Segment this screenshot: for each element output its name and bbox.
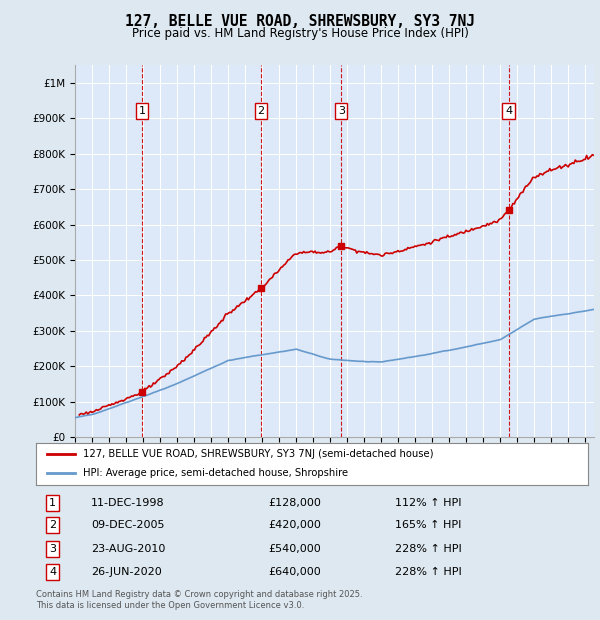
Text: 26-JUN-2020: 26-JUN-2020 xyxy=(91,567,162,577)
Text: 11-DEC-1998: 11-DEC-1998 xyxy=(91,498,165,508)
Text: £128,000: £128,000 xyxy=(268,498,321,508)
Text: 1: 1 xyxy=(139,106,146,116)
Text: 2: 2 xyxy=(257,106,265,116)
Text: 228% ↑ HPI: 228% ↑ HPI xyxy=(395,567,461,577)
Text: 4: 4 xyxy=(49,567,56,577)
Text: 3: 3 xyxy=(49,544,56,554)
Text: 3: 3 xyxy=(338,106,345,116)
Text: 165% ↑ HPI: 165% ↑ HPI xyxy=(395,520,461,530)
Text: 2: 2 xyxy=(49,520,56,530)
Text: HPI: Average price, semi-detached house, Shropshire: HPI: Average price, semi-detached house,… xyxy=(83,469,348,479)
Text: Contains HM Land Registry data © Crown copyright and database right 2025.
This d: Contains HM Land Registry data © Crown c… xyxy=(36,590,362,609)
Text: £420,000: £420,000 xyxy=(268,520,321,530)
Text: 4: 4 xyxy=(505,106,512,116)
Text: 127, BELLE VUE ROAD, SHREWSBURY, SY3 7NJ: 127, BELLE VUE ROAD, SHREWSBURY, SY3 7NJ xyxy=(125,14,475,29)
Text: £540,000: £540,000 xyxy=(268,544,320,554)
Text: 228% ↑ HPI: 228% ↑ HPI xyxy=(395,544,461,554)
Text: 09-DEC-2005: 09-DEC-2005 xyxy=(91,520,164,530)
Text: 23-AUG-2010: 23-AUG-2010 xyxy=(91,544,166,554)
Text: 112% ↑ HPI: 112% ↑ HPI xyxy=(395,498,461,508)
Text: Price paid vs. HM Land Registry's House Price Index (HPI): Price paid vs. HM Land Registry's House … xyxy=(131,27,469,40)
Text: 127, BELLE VUE ROAD, SHREWSBURY, SY3 7NJ (semi-detached house): 127, BELLE VUE ROAD, SHREWSBURY, SY3 7NJ… xyxy=(83,449,433,459)
Text: £640,000: £640,000 xyxy=(268,567,320,577)
Text: 1: 1 xyxy=(49,498,56,508)
